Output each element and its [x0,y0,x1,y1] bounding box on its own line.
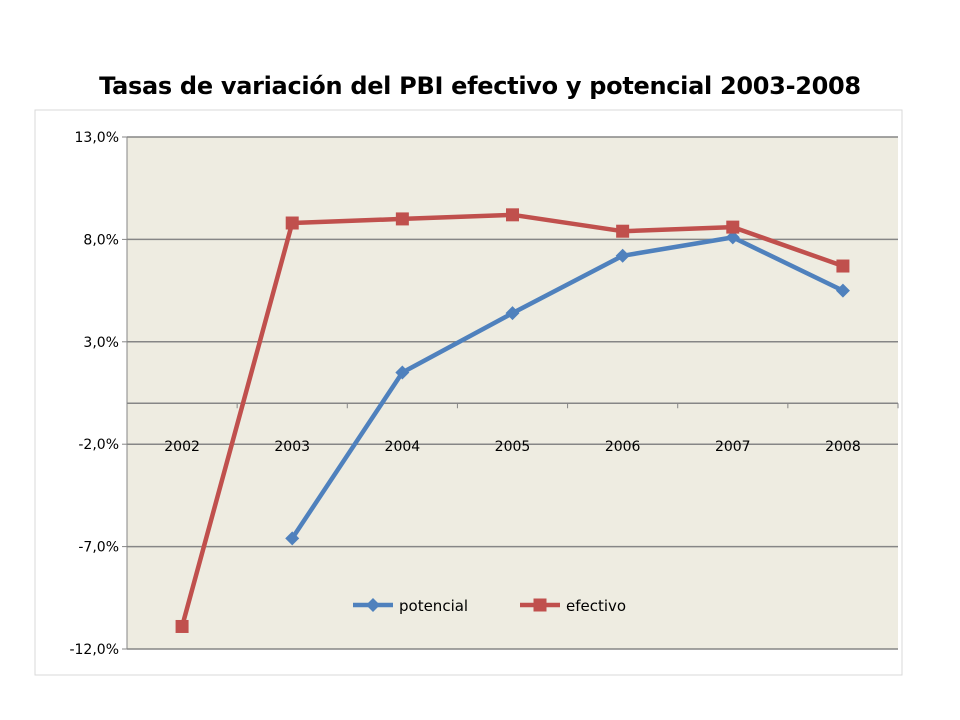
x-tick-label: 2008 [825,439,861,455]
data-point-efectivo [506,208,519,222]
series-line-potencial [289,235,846,541]
gridlines [127,136,898,650]
axes [122,136,899,650]
data-point-potencial [615,248,630,263]
data-point-efectivo [616,224,630,238]
legend-label: potencial [399,597,468,615]
x-tick-label: 2004 [385,439,421,455]
series-potencial [285,230,850,546]
y-tick-label: -12,0% [69,642,119,658]
legend-marker [366,598,380,612]
data-point-potencial [285,531,300,546]
data-point-efectivo [395,212,409,226]
y-tick-label: 13,0% [75,130,119,146]
data-point-potencial [505,306,520,321]
legend-item-efectivo: efectivo [520,597,626,615]
x-tick-label: 2002 [164,439,200,455]
data-point-efectivo [726,220,740,234]
y-tick-labels: 13,0% 8,0% 3,0% -2,0% -7,0% -12,0% [69,130,119,658]
plot-area [127,137,898,649]
y-tick-label: 8,0% [83,232,119,248]
y-tick-label: -2,0% [78,437,119,453]
x-tick-labels: 2002 2003 2004 2005 2006 2007 2008 [164,439,860,455]
data-point-potencial [395,365,410,380]
chart-title: Tasas de variación del PBI efectivo y po… [99,72,861,100]
legend-label: efectivo [566,597,626,615]
data-point-efectivo [285,216,299,230]
x-tick-label: 2006 [605,439,641,455]
y-tick-label: -7,0% [78,540,119,556]
legend: potencial efectivo [353,597,626,615]
series [175,208,850,633]
series-efectivo [175,208,850,633]
x-tick-label: 2007 [715,439,751,455]
data-point-efectivo [175,619,189,633]
legend-item-potencial: potencial [353,597,468,615]
data-point-potencial [835,283,850,298]
x-tick-label: 2003 [274,439,310,455]
legend-marker [533,598,547,612]
data-point-efectivo [836,259,850,273]
y-tick-label: 3,0% [83,335,119,351]
x-tick-label: 2005 [495,439,531,455]
data-point-potencial [725,230,740,245]
